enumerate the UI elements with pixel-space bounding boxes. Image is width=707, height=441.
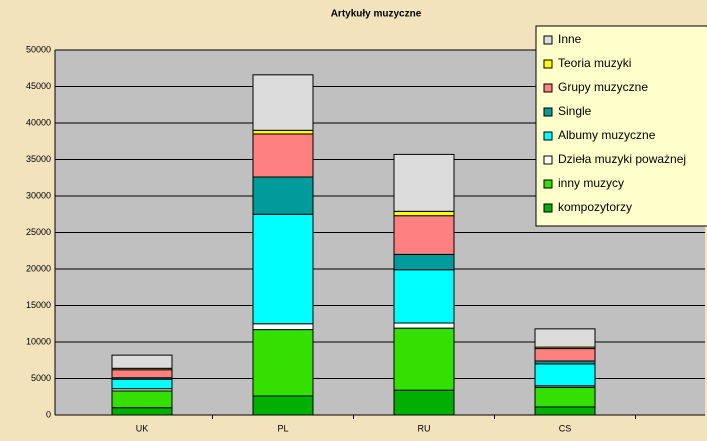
legend-label: kompozytorzy [558, 200, 632, 214]
bar-segment [534, 328, 596, 348]
y-tick-label: 0 [46, 409, 51, 419]
y-tick-label: 5000 [31, 373, 51, 383]
bar-segment [252, 329, 314, 397]
bar-segment [393, 389, 455, 416]
bar-segment [534, 348, 596, 362]
chart-title: Artykuły muzyczne [331, 9, 422, 20]
bar-segment [534, 406, 596, 416]
y-tick-label: 25000 [26, 227, 51, 237]
bar-segment [393, 322, 455, 329]
legend-swatch [543, 131, 553, 141]
bar-segment [252, 323, 314, 331]
legend-label: Dzieła muzyki poważnej [558, 152, 686, 166]
bar-segment [252, 176, 314, 215]
bar-segment [393, 327, 455, 391]
y-tick-label: 20000 [26, 263, 51, 273]
legend-swatch [543, 107, 553, 117]
legend-box [535, 25, 707, 227]
bar-segment [252, 133, 314, 178]
y-tick-label: 30000 [26, 190, 51, 200]
bar-segment [252, 395, 314, 416]
legend-swatch [543, 203, 553, 213]
legend-swatch [543, 83, 553, 93]
bar-segment [111, 407, 173, 416]
bar-segment [534, 363, 596, 387]
bar-segment [393, 269, 455, 324]
y-tick-label: 45000 [26, 81, 51, 91]
legend-label: Grupy muzyczne [558, 80, 648, 94]
bar-segment [393, 215, 455, 255]
y-tick-label: 35000 [26, 154, 51, 164]
bar-segment [252, 74, 314, 131]
legend-swatch [543, 59, 553, 69]
x-tick-label: UK [136, 423, 149, 433]
bar-segment [393, 153, 455, 212]
bar-segment [111, 378, 173, 390]
bar-segment [252, 129, 314, 135]
y-tick-label: 10000 [26, 336, 51, 346]
legend-label: Single [558, 104, 592, 118]
legend-swatch [543, 35, 553, 45]
bar-segment [111, 369, 173, 379]
bar-segment [393, 253, 455, 271]
legend-swatch [543, 155, 553, 165]
legend: Inne Teoria muzyki Grupy muzyczne Single Alb… [535, 25, 707, 227]
legend-label: Inne [558, 32, 582, 46]
y-tick-label: 40000 [26, 117, 51, 127]
legend-label: inny muzycy [558, 176, 624, 190]
x-tick-label: RU [418, 423, 431, 433]
legend-swatch [543, 179, 553, 189]
legend-label: Teoria muzyki [558, 56, 631, 70]
bar-segment [111, 390, 173, 409]
bar-segment [111, 354, 173, 369]
y-tick-label: 50000 [26, 44, 51, 54]
bar-segment [534, 386, 596, 408]
bar-segment [252, 213, 314, 325]
legend-label: Albumy muzyczne [558, 128, 656, 142]
y-tick-label: 15000 [26, 300, 51, 310]
x-tick-label: CS [559, 423, 572, 433]
x-tick-label: PL [277, 423, 288, 433]
bar-segment [393, 210, 455, 217]
